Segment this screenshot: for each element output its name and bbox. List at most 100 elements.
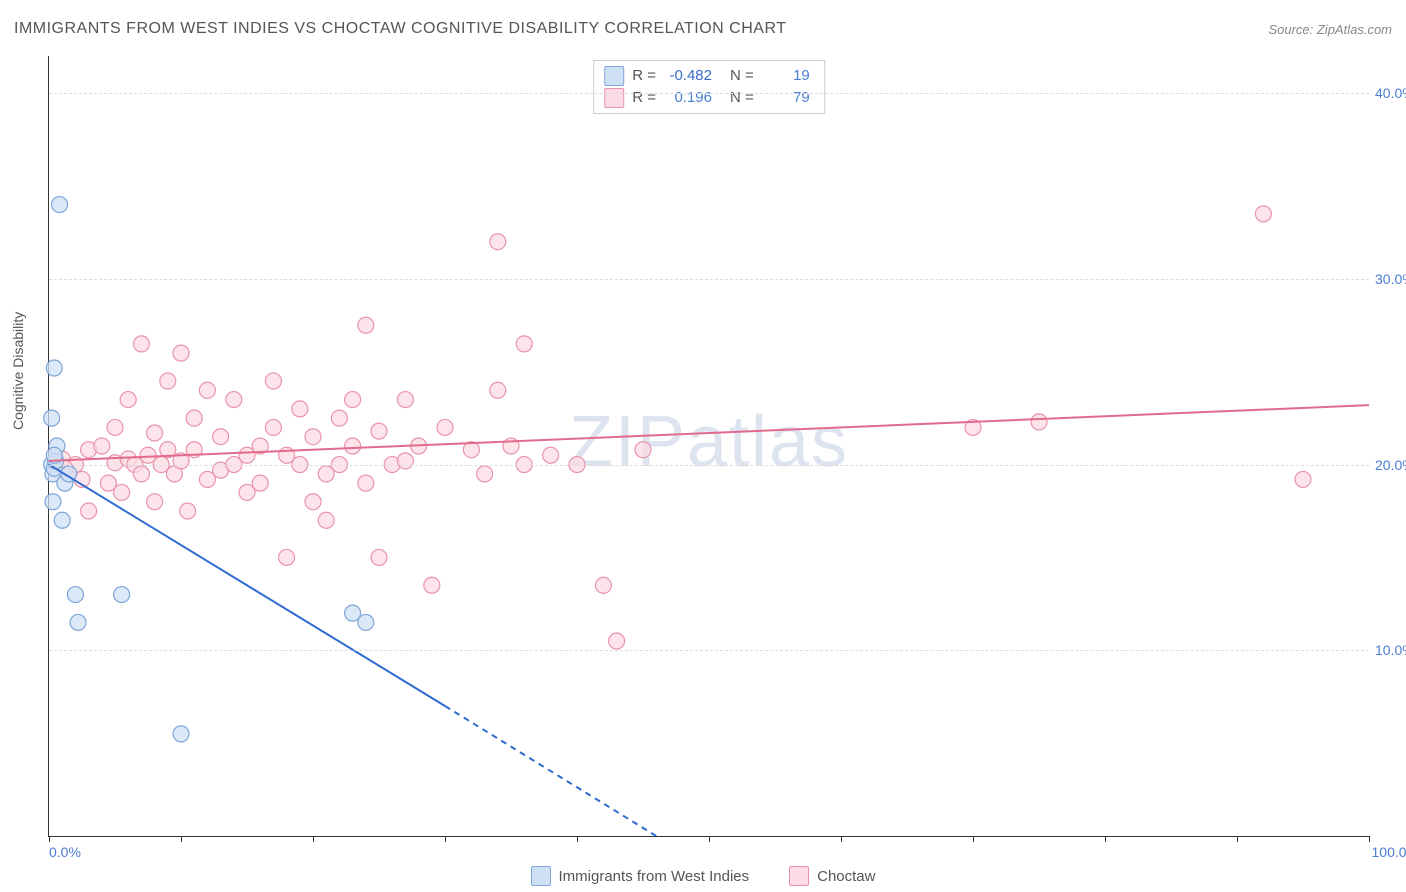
data-point xyxy=(490,234,506,250)
data-point xyxy=(543,447,559,463)
legend-item-b: Choctaw xyxy=(789,866,875,886)
data-point xyxy=(358,475,374,491)
scatter-svg xyxy=(49,56,1369,836)
x-tick xyxy=(709,836,710,842)
x-tick-label-max: 100.0% xyxy=(1372,844,1406,860)
data-point xyxy=(226,392,242,408)
data-point xyxy=(52,197,68,213)
chart-title: IMMIGRANTS FROM WEST INDIES VS CHOCTAW C… xyxy=(14,20,787,37)
y-tick-label: 40.0% xyxy=(1375,85,1406,101)
gridline xyxy=(49,93,1369,94)
gridline xyxy=(49,650,1369,651)
legend-label-a: Immigrants from West Indies xyxy=(559,868,750,885)
y-tick-label: 10.0% xyxy=(1375,642,1406,658)
data-point xyxy=(114,484,130,500)
legend-row-b: R = 0.196 N = 79 xyxy=(604,87,810,109)
x-tick xyxy=(1105,836,1106,842)
data-point xyxy=(45,494,61,510)
data-point xyxy=(279,549,295,565)
data-point xyxy=(147,494,163,510)
gridline xyxy=(49,279,1369,280)
data-point xyxy=(265,419,281,435)
data-point xyxy=(213,429,229,445)
data-point xyxy=(358,614,374,630)
data-point xyxy=(437,419,453,435)
x-tick xyxy=(313,836,314,842)
n-value-b: 79 xyxy=(762,87,810,109)
n-value-a: 19 xyxy=(762,65,810,87)
data-point xyxy=(133,336,149,352)
trend-line xyxy=(445,706,656,836)
data-point xyxy=(305,429,321,445)
legend-item-a: Immigrants from West Indies xyxy=(531,866,750,886)
data-point xyxy=(635,442,651,458)
data-point xyxy=(318,512,334,528)
trend-line xyxy=(49,405,1369,461)
data-point xyxy=(1255,206,1271,222)
data-point xyxy=(173,345,189,361)
data-point xyxy=(305,494,321,510)
x-tick xyxy=(181,836,182,842)
x-tick xyxy=(841,836,842,842)
swatch-b xyxy=(604,88,624,108)
y-axis-label: Cognitive Disability xyxy=(10,312,26,430)
swatch-b-icon xyxy=(789,866,809,886)
x-tick xyxy=(973,836,974,842)
data-point xyxy=(252,475,268,491)
data-point xyxy=(147,425,163,441)
data-point xyxy=(46,360,62,376)
data-point xyxy=(70,614,86,630)
data-point xyxy=(1295,471,1311,487)
x-tick xyxy=(445,836,446,842)
legend-top-stats: R = -0.482 N = 19 R = 0.196 N = 79 xyxy=(593,60,825,114)
swatch-a-icon xyxy=(531,866,551,886)
data-point xyxy=(1031,414,1047,430)
data-point xyxy=(331,410,347,426)
legend-bottom: Immigrants from West Indies Choctaw xyxy=(0,866,1406,886)
data-point xyxy=(120,392,136,408)
data-point xyxy=(265,373,281,389)
x-tick xyxy=(1369,836,1370,842)
data-point xyxy=(345,438,361,454)
data-point xyxy=(160,373,176,389)
r-value-b: 0.196 xyxy=(664,87,712,109)
data-point xyxy=(490,382,506,398)
plot-area: ZIPatlas R = -0.482 N = 19 R = 0.196 N =… xyxy=(48,56,1369,837)
data-point xyxy=(81,503,97,519)
legend-label-b: Choctaw xyxy=(817,868,875,885)
y-tick-label: 30.0% xyxy=(1375,271,1406,287)
data-point xyxy=(114,587,130,603)
legend-row-a: R = -0.482 N = 19 xyxy=(604,65,810,87)
data-point xyxy=(358,317,374,333)
data-point xyxy=(371,423,387,439)
data-point xyxy=(345,392,361,408)
data-point xyxy=(477,466,493,482)
x-tick xyxy=(49,836,50,842)
data-point xyxy=(44,410,60,426)
data-point xyxy=(67,587,83,603)
source-label: Source: ZipAtlas.com xyxy=(1268,22,1392,37)
x-tick-label-min: 0.0% xyxy=(49,844,81,860)
data-point xyxy=(371,549,387,565)
swatch-a xyxy=(604,66,624,86)
y-tick-label: 20.0% xyxy=(1375,457,1406,473)
data-point xyxy=(397,453,413,469)
x-tick xyxy=(577,836,578,842)
data-point xyxy=(397,392,413,408)
chart-header: IMMIGRANTS FROM WEST INDIES VS CHOCTAW C… xyxy=(14,20,1392,48)
data-point xyxy=(424,577,440,593)
data-point xyxy=(199,382,215,398)
data-point xyxy=(94,438,110,454)
gridline xyxy=(49,465,1369,466)
r-value-a: -0.482 xyxy=(664,65,712,87)
data-point xyxy=(292,401,308,417)
x-tick xyxy=(1237,836,1238,842)
data-point xyxy=(609,633,625,649)
data-point xyxy=(180,503,196,519)
data-point xyxy=(133,466,149,482)
data-point xyxy=(516,336,532,352)
data-point xyxy=(107,419,123,435)
data-point xyxy=(173,726,189,742)
data-point xyxy=(186,410,202,426)
data-point xyxy=(595,577,611,593)
